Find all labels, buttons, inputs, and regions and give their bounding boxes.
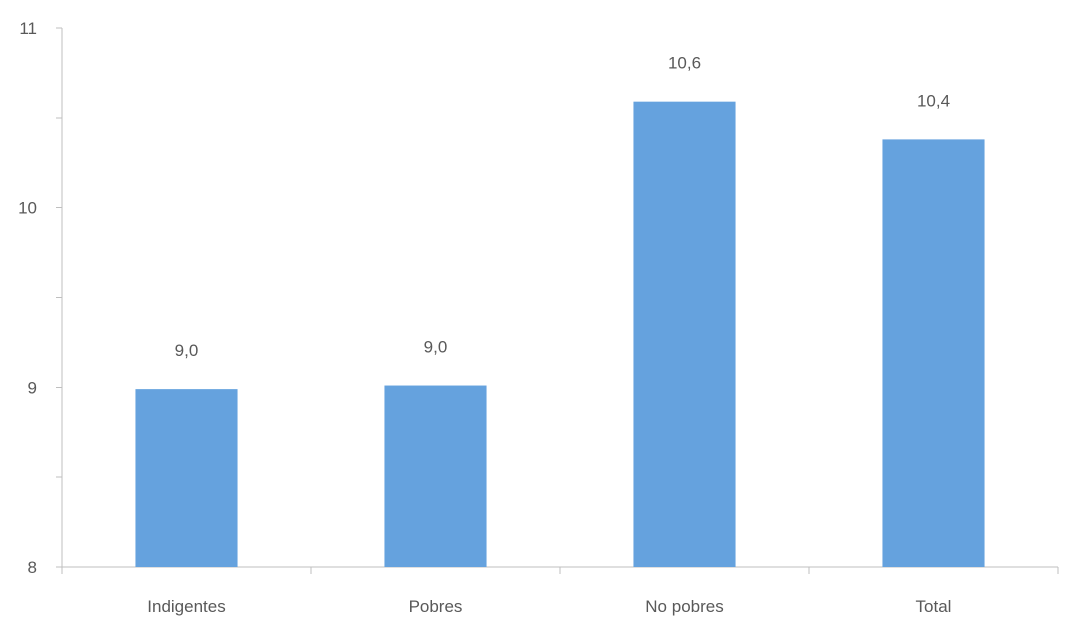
y-tick-label: 8 bbox=[28, 558, 37, 577]
data-label: 9,0 bbox=[424, 338, 448, 357]
x-tick-label: Indigentes bbox=[147, 597, 225, 616]
y-tick-label: 9 bbox=[28, 378, 37, 397]
data-label: 10,4 bbox=[917, 91, 950, 110]
x-tick-label: Pobres bbox=[409, 597, 463, 616]
bar bbox=[633, 101, 736, 567]
x-tick-label: Total bbox=[916, 597, 952, 616]
x-tick-label: No pobres bbox=[645, 597, 723, 616]
bar bbox=[135, 389, 238, 567]
bar bbox=[882, 139, 985, 568]
labels: 8 9 10 11 9,0 Indigentes 9,0 Pobres 10,6 No pobre… bbox=[18, 19, 951, 616]
bar bbox=[384, 385, 487, 567]
bars bbox=[135, 101, 985, 568]
y-tick-label: 10 bbox=[18, 199, 37, 218]
data-label: 9,0 bbox=[175, 341, 199, 360]
y-tick-label: 11 bbox=[19, 19, 37, 38]
data-label: 10,6 bbox=[668, 54, 701, 73]
